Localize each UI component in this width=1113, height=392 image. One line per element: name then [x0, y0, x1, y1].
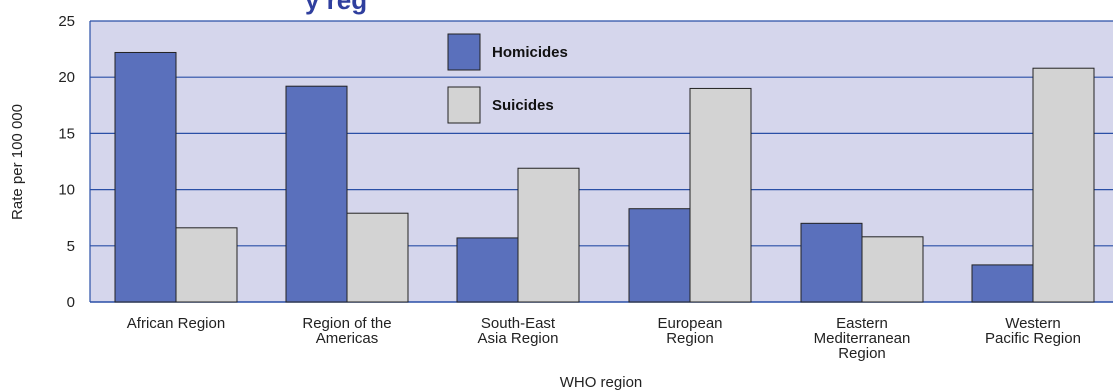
- bar-homicides: [628, 208, 691, 303]
- legend-label-suicides: Suicides: [492, 97, 554, 114]
- bar-suicides: [861, 236, 924, 303]
- bar-suicides: [346, 212, 409, 303]
- legend-label-homicides: Homicides: [492, 44, 568, 61]
- y-tick-label: 15: [58, 125, 75, 142]
- y-axis-ticks: 0 5 10 15 20 25: [58, 13, 75, 311]
- gridlines: [89, 20, 1113, 303]
- y-tick-label: 10: [58, 182, 75, 199]
- x-category-label: Eastern Mediterranean Region: [814, 315, 911, 362]
- legend: Homicides Suicides: [447, 33, 568, 124]
- legend-swatch-suicides: [447, 86, 481, 124]
- y-tick-label: 20: [58, 69, 75, 86]
- x-category-label: European Region: [657, 315, 722, 347]
- chart-title-fragment: y reg: [305, 0, 367, 15]
- y-tick-label: 0: [67, 294, 75, 311]
- y-tick-label: 5: [67, 238, 75, 255]
- bar-suicides: [517, 167, 580, 303]
- bar-suicides: [175, 227, 238, 303]
- y-axis-title: Rate per 100 000: [9, 104, 26, 220]
- bar-homicides: [285, 85, 348, 303]
- x-category-label: African Region: [127, 315, 225, 332]
- x-axis-categories: African Region Region of the Americas South…: [127, 315, 1081, 362]
- bar-homicides: [800, 222, 863, 303]
- x-category-label: South-East Asia Region: [478, 315, 559, 347]
- x-category-label: Region of the Americas: [302, 315, 391, 347]
- x-axis-title: WHO region: [560, 374, 643, 391]
- legend-swatch-homicides: [447, 33, 481, 71]
- bar-suicides: [689, 87, 752, 303]
- plot-area: [90, 21, 1113, 302]
- x-category-label: Western Pacific Region: [985, 315, 1081, 347]
- y-tick-label: 25: [58, 13, 75, 30]
- bar-suicides: [1032, 67, 1095, 303]
- bar-homicides: [456, 237, 519, 303]
- bars: [114, 51, 1095, 303]
- bar-homicides: [114, 51, 177, 303]
- bar-homicides: [971, 264, 1034, 303]
